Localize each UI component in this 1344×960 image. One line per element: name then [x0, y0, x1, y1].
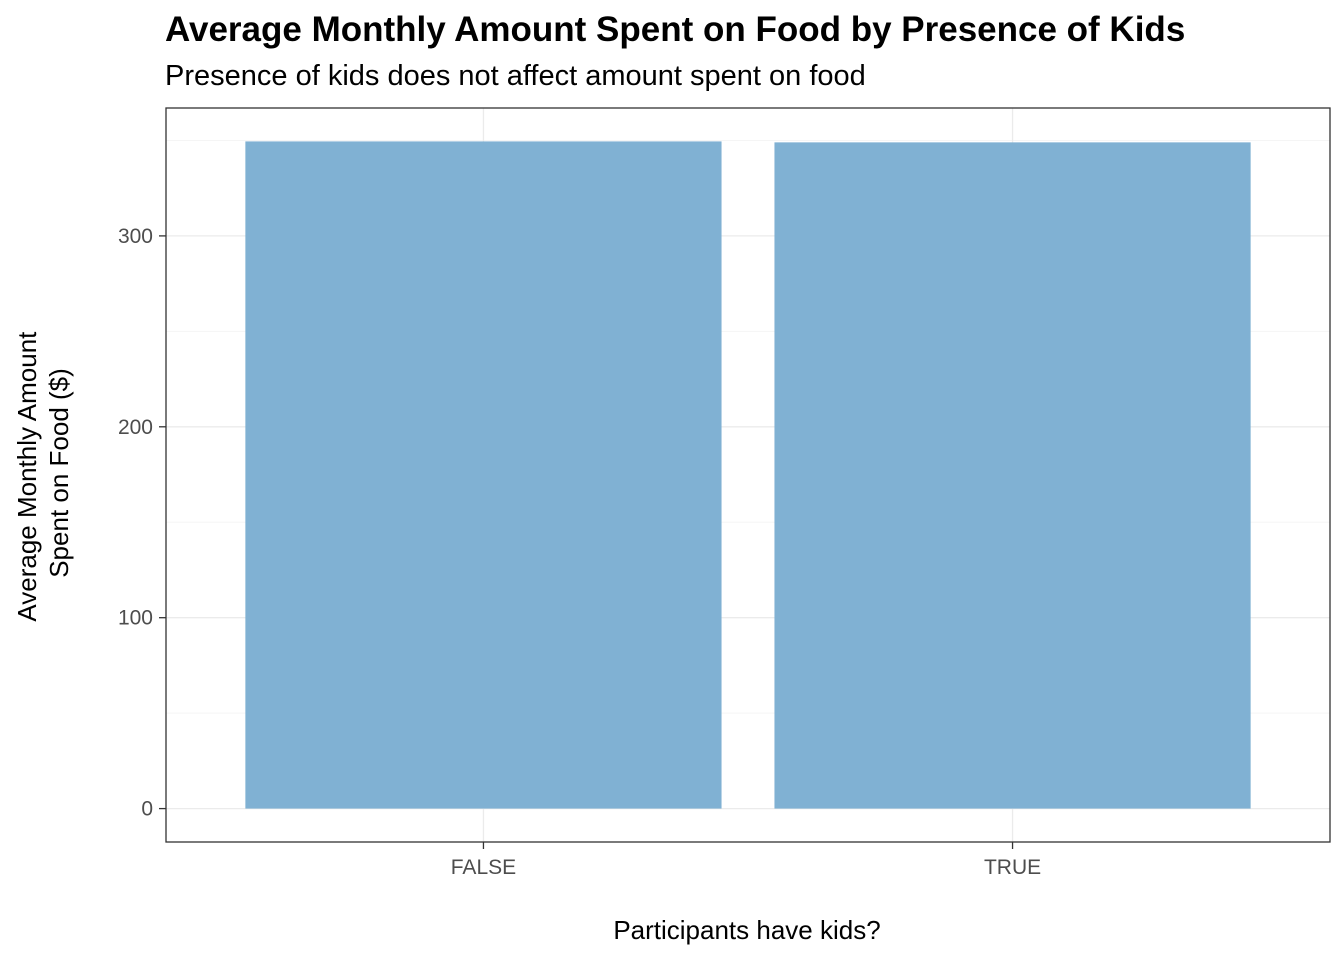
y-axis-title: Average Monthly Amount Spent on Food ($) — [12, 324, 74, 621]
bar-false — [245, 141, 722, 809]
axis-ticks: 0 100 200 300 FALSE TRUE — [118, 225, 1041, 879]
y-tick-label: 200 — [118, 416, 153, 439]
bar-true — [774, 142, 1251, 809]
bars — [245, 141, 1251, 809]
x-tick-label: FALSE — [451, 856, 516, 879]
y-axis-title-line-1: Average Monthly Amount — [12, 331, 42, 622]
chart-title: Average Monthly Amount Spent on Food by … — [165, 10, 1186, 49]
y-tick-label: 100 — [118, 607, 153, 630]
chart-subtitle: Presence of kids does not affect amount … — [165, 60, 866, 92]
x-axis-title: Participants have kids? — [613, 915, 880, 945]
y-axis-title-line-2: Spent on Food ($) — [44, 368, 74, 578]
x-tick-label: TRUE — [984, 856, 1041, 879]
panel-border — [165, 107, 1331, 843]
y-tick-label: 300 — [118, 225, 153, 248]
y-tick-label: 0 — [141, 798, 153, 821]
